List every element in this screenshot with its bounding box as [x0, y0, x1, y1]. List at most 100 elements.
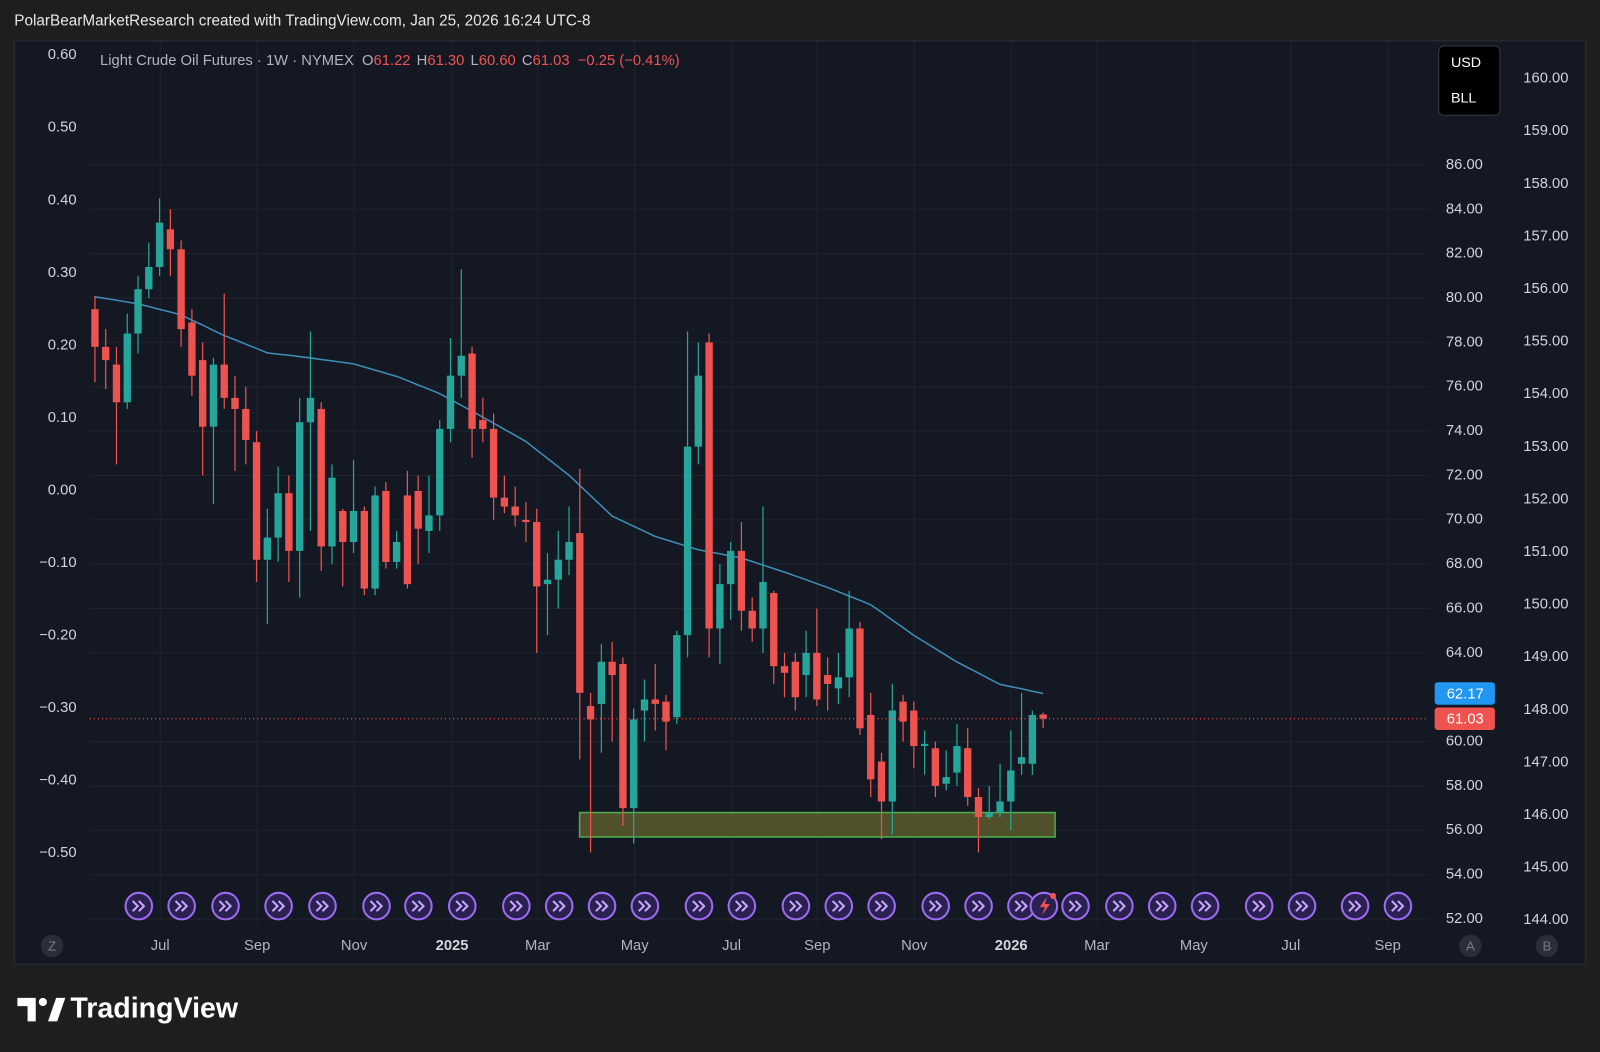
event-icon[interactable]	[1287, 891, 1317, 921]
candle-body	[586, 706, 595, 720]
event-icon[interactable]	[587, 891, 617, 921]
event-icon[interactable]	[308, 891, 337, 921]
candle-body	[996, 801, 1004, 813]
event-icon[interactable]	[630, 891, 660, 921]
legend-title: Light Crude Oil Futures · 1W · NYMEX	[100, 53, 354, 69]
candle-body	[220, 364, 228, 398]
y2-tick-label: 0.60	[48, 47, 77, 63]
event-icon-arrow	[271, 900, 286, 912]
event-icon[interactable]	[727, 891, 757, 921]
legend-value: 61.03	[533, 53, 570, 69]
event-icon[interactable]	[167, 891, 196, 921]
event-icon[interactable]	[781, 891, 811, 921]
y2-tick-label: −0.50	[39, 845, 76, 861]
y3-tick-label: 148.00	[1523, 702, 1568, 718]
candle-body	[155, 222, 164, 268]
candle-body	[748, 610, 756, 629]
candle-body	[306, 397, 315, 423]
event-icon[interactable]	[964, 891, 993, 921]
event-icon[interactable]	[1383, 891, 1413, 921]
y3-tick-label: 154.00	[1523, 386, 1568, 402]
event-icon[interactable]	[544, 891, 574, 921]
candle-body	[392, 542, 401, 562]
candle-body	[662, 701, 670, 722]
event-icon[interactable]	[447, 891, 477, 921]
candle-body	[371, 495, 379, 589]
button-label: B	[1542, 938, 1551, 953]
y-tick-label: 58.00	[1446, 778, 1483, 794]
button[interactable]	[1459, 934, 1482, 958]
event-icon[interactable]	[211, 891, 240, 921]
y-tick-label: 52.00	[1446, 911, 1483, 927]
event-icon-arrow	[455, 900, 469, 912]
x-tick-label: Mar	[525, 938, 551, 954]
candle-body	[102, 346, 110, 361]
event-icon[interactable]	[867, 891, 896, 921]
candle-body	[91, 309, 99, 347]
candle-body	[770, 593, 778, 667]
event-icon[interactable]	[1190, 891, 1220, 921]
event-icon-arrow	[1391, 900, 1405, 912]
y3-tick-label: 152.00	[1523, 491, 1568, 507]
candle-body	[436, 428, 444, 516]
event-icon[interactable]	[1007, 891, 1036, 921]
y-tick-label: 72.00	[1446, 467, 1483, 483]
event-icon[interactable]	[404, 891, 433, 921]
candle-body	[295, 422, 304, 551]
event-icon-alert[interactable]	[1029, 891, 1059, 921]
button[interactable]	[40, 934, 64, 958]
candle-body	[511, 506, 519, 516]
button[interactable]	[1535, 934, 1559, 958]
event-icon-arrow	[1252, 900, 1266, 912]
event-icon-arrow	[1295, 900, 1309, 912]
y-tick-label: 70.00	[1446, 512, 1483, 528]
candle-body	[705, 342, 713, 629]
currency-box[interactable]	[1438, 45, 1501, 116]
candle-body	[813, 652, 821, 700]
event-icon[interactable]	[362, 891, 391, 921]
unit: BLL	[1451, 91, 1476, 107]
event-icon-dot	[1049, 892, 1057, 899]
ma-badge-label: 62.17	[1447, 686, 1484, 702]
grid-layer	[89, 40, 1429, 924]
event-icon[interactable]	[1244, 891, 1274, 921]
candle-body	[877, 761, 886, 802]
candle-body	[920, 743, 929, 747]
event-icon[interactable]	[684, 891, 714, 921]
y2-tick-label: −0.30	[39, 700, 76, 716]
event-icon[interactable]	[124, 891, 154, 921]
y3-tick-label: 149.00	[1523, 649, 1568, 665]
event-icon[interactable]	[921, 891, 950, 921]
candle-body	[468, 353, 476, 429]
event-icon[interactable]	[264, 891, 293, 921]
event-icon[interactable]	[1061, 891, 1090, 921]
candle-body	[974, 797, 983, 817]
event-icon-arrow	[131, 900, 146, 912]
candle-body	[188, 322, 196, 376]
price-badge	[1434, 707, 1495, 730]
logo-shape	[38, 997, 47, 1007]
event-icon[interactable]	[824, 891, 854, 921]
y3-tick-label: 159.00	[1523, 123, 1568, 139]
candle-body	[263, 537, 272, 560]
y3-tick-label: 145.00	[1523, 860, 1568, 876]
event-icon-arrow	[928, 900, 943, 912]
candle-body	[759, 581, 767, 629]
candle-body	[899, 701, 907, 722]
y3-tick-label: 150.00	[1523, 597, 1568, 613]
event-icon-arrow	[734, 900, 749, 912]
y3-tick-label: 160.00	[1523, 71, 1568, 87]
event-icon[interactable]	[1340, 891, 1370, 921]
candle-body	[500, 497, 509, 507]
candle-body	[414, 490, 422, 529]
button-label: A	[1466, 938, 1475, 953]
event-icon[interactable]	[1147, 891, 1177, 921]
y3-tick-label: 153.00	[1523, 439, 1568, 455]
event-icon[interactable]	[1105, 891, 1134, 921]
legend-value: 61.22	[374, 53, 411, 69]
legend: Light Crude Oil Futures · 1W · NYMEX O61…	[100, 53, 680, 69]
candle-body	[479, 420, 487, 429]
event-icon-arrow	[638, 900, 652, 912]
event-icon[interactable]	[502, 891, 531, 921]
y3-tick-label: 144.00	[1523, 912, 1568, 928]
